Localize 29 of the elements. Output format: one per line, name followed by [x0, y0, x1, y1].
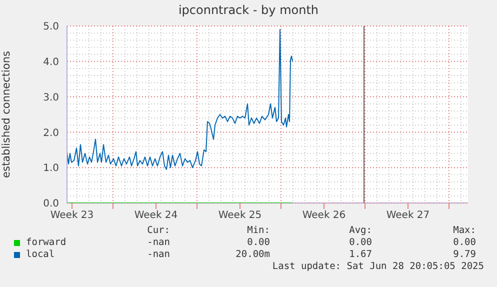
y-tick-label: 1.0 — [43, 163, 59, 174]
x-tick-label: Week 24 — [134, 210, 178, 222]
text: 20.00m — [236, 249, 270, 260]
text: -nan — [147, 237, 170, 248]
y-tick-label: 4.0 — [43, 56, 59, 68]
y-tick-label: 3.0 — [43, 92, 59, 104]
y-axis-title: established connections — [0, 51, 13, 178]
text: 9.79 — [453, 249, 476, 260]
text: -nan — [147, 249, 170, 260]
x-tick-label: Week 27 — [386, 210, 430, 222]
legend-label: local — [26, 249, 55, 260]
chart-title: ipconntrack - by month — [177, 3, 320, 17]
y-tick-label: 2.0 — [43, 128, 59, 139]
x-tick-label: Week 25 — [218, 210, 262, 222]
text: 0.00 — [247, 237, 270, 248]
text: Last update: Sat Jun 28 20:05:05 2025 — [272, 261, 484, 272]
x-tick-label: Week 26 — [302, 210, 346, 222]
text: 1.67 — [349, 249, 372, 260]
line-series — [67, 29, 293, 170]
text: Max: — [453, 225, 476, 236]
text: 0.00 — [453, 237, 476, 248]
y-tick-label: 0.0 — [43, 198, 59, 210]
y-tick-label: 5.0 — [43, 22, 59, 33]
text: 0.00 — [349, 237, 372, 248]
text: Min: — [247, 225, 270, 236]
x-tick-label: Week 23 — [50, 210, 94, 222]
legend-label: forward — [26, 237, 66, 248]
text: Cur: — [147, 225, 170, 236]
text: Avg: — [349, 225, 372, 236]
